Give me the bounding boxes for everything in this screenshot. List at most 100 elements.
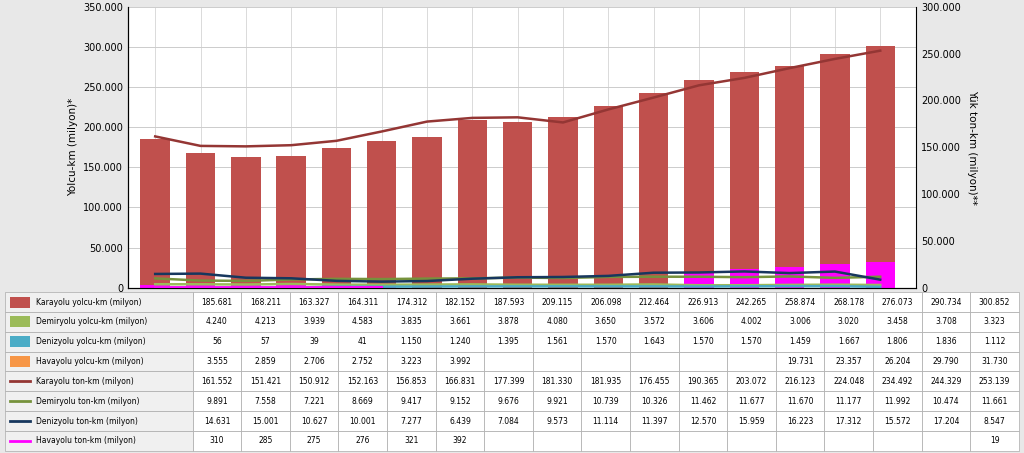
Bar [776, 312, 824, 332]
Text: 1.570: 1.570 [692, 337, 714, 346]
Bar [922, 371, 971, 391]
Bar [971, 431, 1019, 451]
Text: 9.417: 9.417 [400, 397, 422, 406]
Text: 242.265: 242.265 [736, 298, 767, 307]
Bar [630, 431, 679, 451]
Text: 4.080: 4.080 [546, 318, 568, 327]
Bar [971, 332, 1019, 352]
Bar [290, 371, 339, 391]
Bar [922, 352, 971, 371]
Bar [532, 371, 582, 391]
Bar [922, 332, 971, 352]
Text: 1.112: 1.112 [984, 337, 1006, 346]
Text: 15.001: 15.001 [252, 416, 279, 425]
Bar [630, 332, 679, 352]
Text: 163.327: 163.327 [298, 298, 330, 307]
Bar [865, 46, 895, 288]
Bar [532, 292, 582, 312]
Bar [339, 371, 387, 391]
Bar [339, 391, 387, 411]
Bar [435, 352, 484, 371]
Text: 11.397: 11.397 [641, 416, 668, 425]
Bar [484, 312, 532, 332]
Text: Havayolu ton-km (milyon): Havayolu ton-km (milyon) [36, 436, 135, 445]
Text: 8.547: 8.547 [984, 416, 1006, 425]
Text: 212.464: 212.464 [639, 298, 670, 307]
Bar [548, 117, 578, 288]
Text: 234.492: 234.492 [882, 377, 913, 386]
Bar [820, 54, 850, 288]
Text: Demiryolu yolcu-km (milyon): Demiryolu yolcu-km (milyon) [36, 318, 146, 327]
Bar [776, 431, 824, 451]
Bar [727, 411, 776, 431]
Bar [290, 391, 339, 411]
Text: 151.421: 151.421 [250, 377, 282, 386]
Bar [532, 391, 582, 411]
Bar [5, 332, 193, 352]
Text: 310: 310 [210, 436, 224, 445]
Bar [484, 332, 532, 352]
Bar [185, 285, 215, 288]
Bar [776, 391, 824, 411]
Text: 244.329: 244.329 [930, 377, 962, 386]
Text: 156.853: 156.853 [395, 377, 427, 386]
Text: 166.831: 166.831 [444, 377, 475, 386]
Bar [242, 352, 290, 371]
Text: 10.474: 10.474 [933, 397, 959, 406]
Bar [873, 411, 922, 431]
Text: 181.330: 181.330 [542, 377, 572, 386]
Text: 4.002: 4.002 [740, 318, 763, 327]
Text: 26.204: 26.204 [884, 357, 910, 366]
Bar [5, 411, 193, 431]
Bar [679, 312, 727, 332]
Text: 253.139: 253.139 [979, 377, 1011, 386]
Text: 276: 276 [355, 436, 370, 445]
Text: 4.213: 4.213 [255, 318, 276, 327]
Text: 15.572: 15.572 [884, 416, 910, 425]
Bar [339, 332, 387, 352]
Bar [5, 352, 193, 371]
Bar [971, 312, 1019, 332]
Text: 1.836: 1.836 [935, 337, 956, 346]
Text: 3.661: 3.661 [450, 318, 471, 327]
Text: 10.739: 10.739 [593, 397, 620, 406]
Text: 19: 19 [990, 436, 999, 445]
Bar [242, 292, 290, 312]
Bar [5, 312, 193, 332]
Bar [435, 391, 484, 411]
Text: 11.661: 11.661 [981, 397, 1008, 406]
Bar [594, 106, 623, 288]
Text: 3.606: 3.606 [692, 318, 714, 327]
Bar [922, 391, 971, 411]
Bar [727, 332, 776, 352]
Text: 182.152: 182.152 [444, 298, 475, 307]
Text: 1.395: 1.395 [498, 337, 519, 346]
Text: 31.730: 31.730 [981, 357, 1008, 366]
Bar [873, 431, 922, 451]
Text: Denizyolu yolcu-km (milyon): Denizyolu yolcu-km (milyon) [36, 337, 145, 346]
Bar [532, 312, 582, 332]
Bar [582, 292, 630, 312]
Text: 14.631: 14.631 [204, 416, 230, 425]
Bar [776, 371, 824, 391]
Bar [10, 297, 31, 308]
Bar [679, 391, 727, 411]
Text: Karayolu ton-km (milyon): Karayolu ton-km (milyon) [36, 377, 133, 386]
Bar [873, 371, 922, 391]
Bar [387, 332, 435, 352]
Bar [242, 332, 290, 352]
Bar [339, 431, 387, 451]
Y-axis label: Yolcu-km (milyon)*: Yolcu-km (milyon)* [68, 98, 78, 196]
Bar [776, 411, 824, 431]
Bar [435, 312, 484, 332]
Bar [776, 352, 824, 371]
Text: 3.650: 3.650 [595, 318, 616, 327]
Bar [824, 411, 873, 431]
Bar [484, 292, 532, 312]
Bar [727, 312, 776, 332]
Text: 11.670: 11.670 [786, 397, 813, 406]
Text: 3.992: 3.992 [450, 357, 471, 366]
Bar [971, 371, 1019, 391]
Bar [824, 332, 873, 352]
Bar [193, 371, 242, 391]
